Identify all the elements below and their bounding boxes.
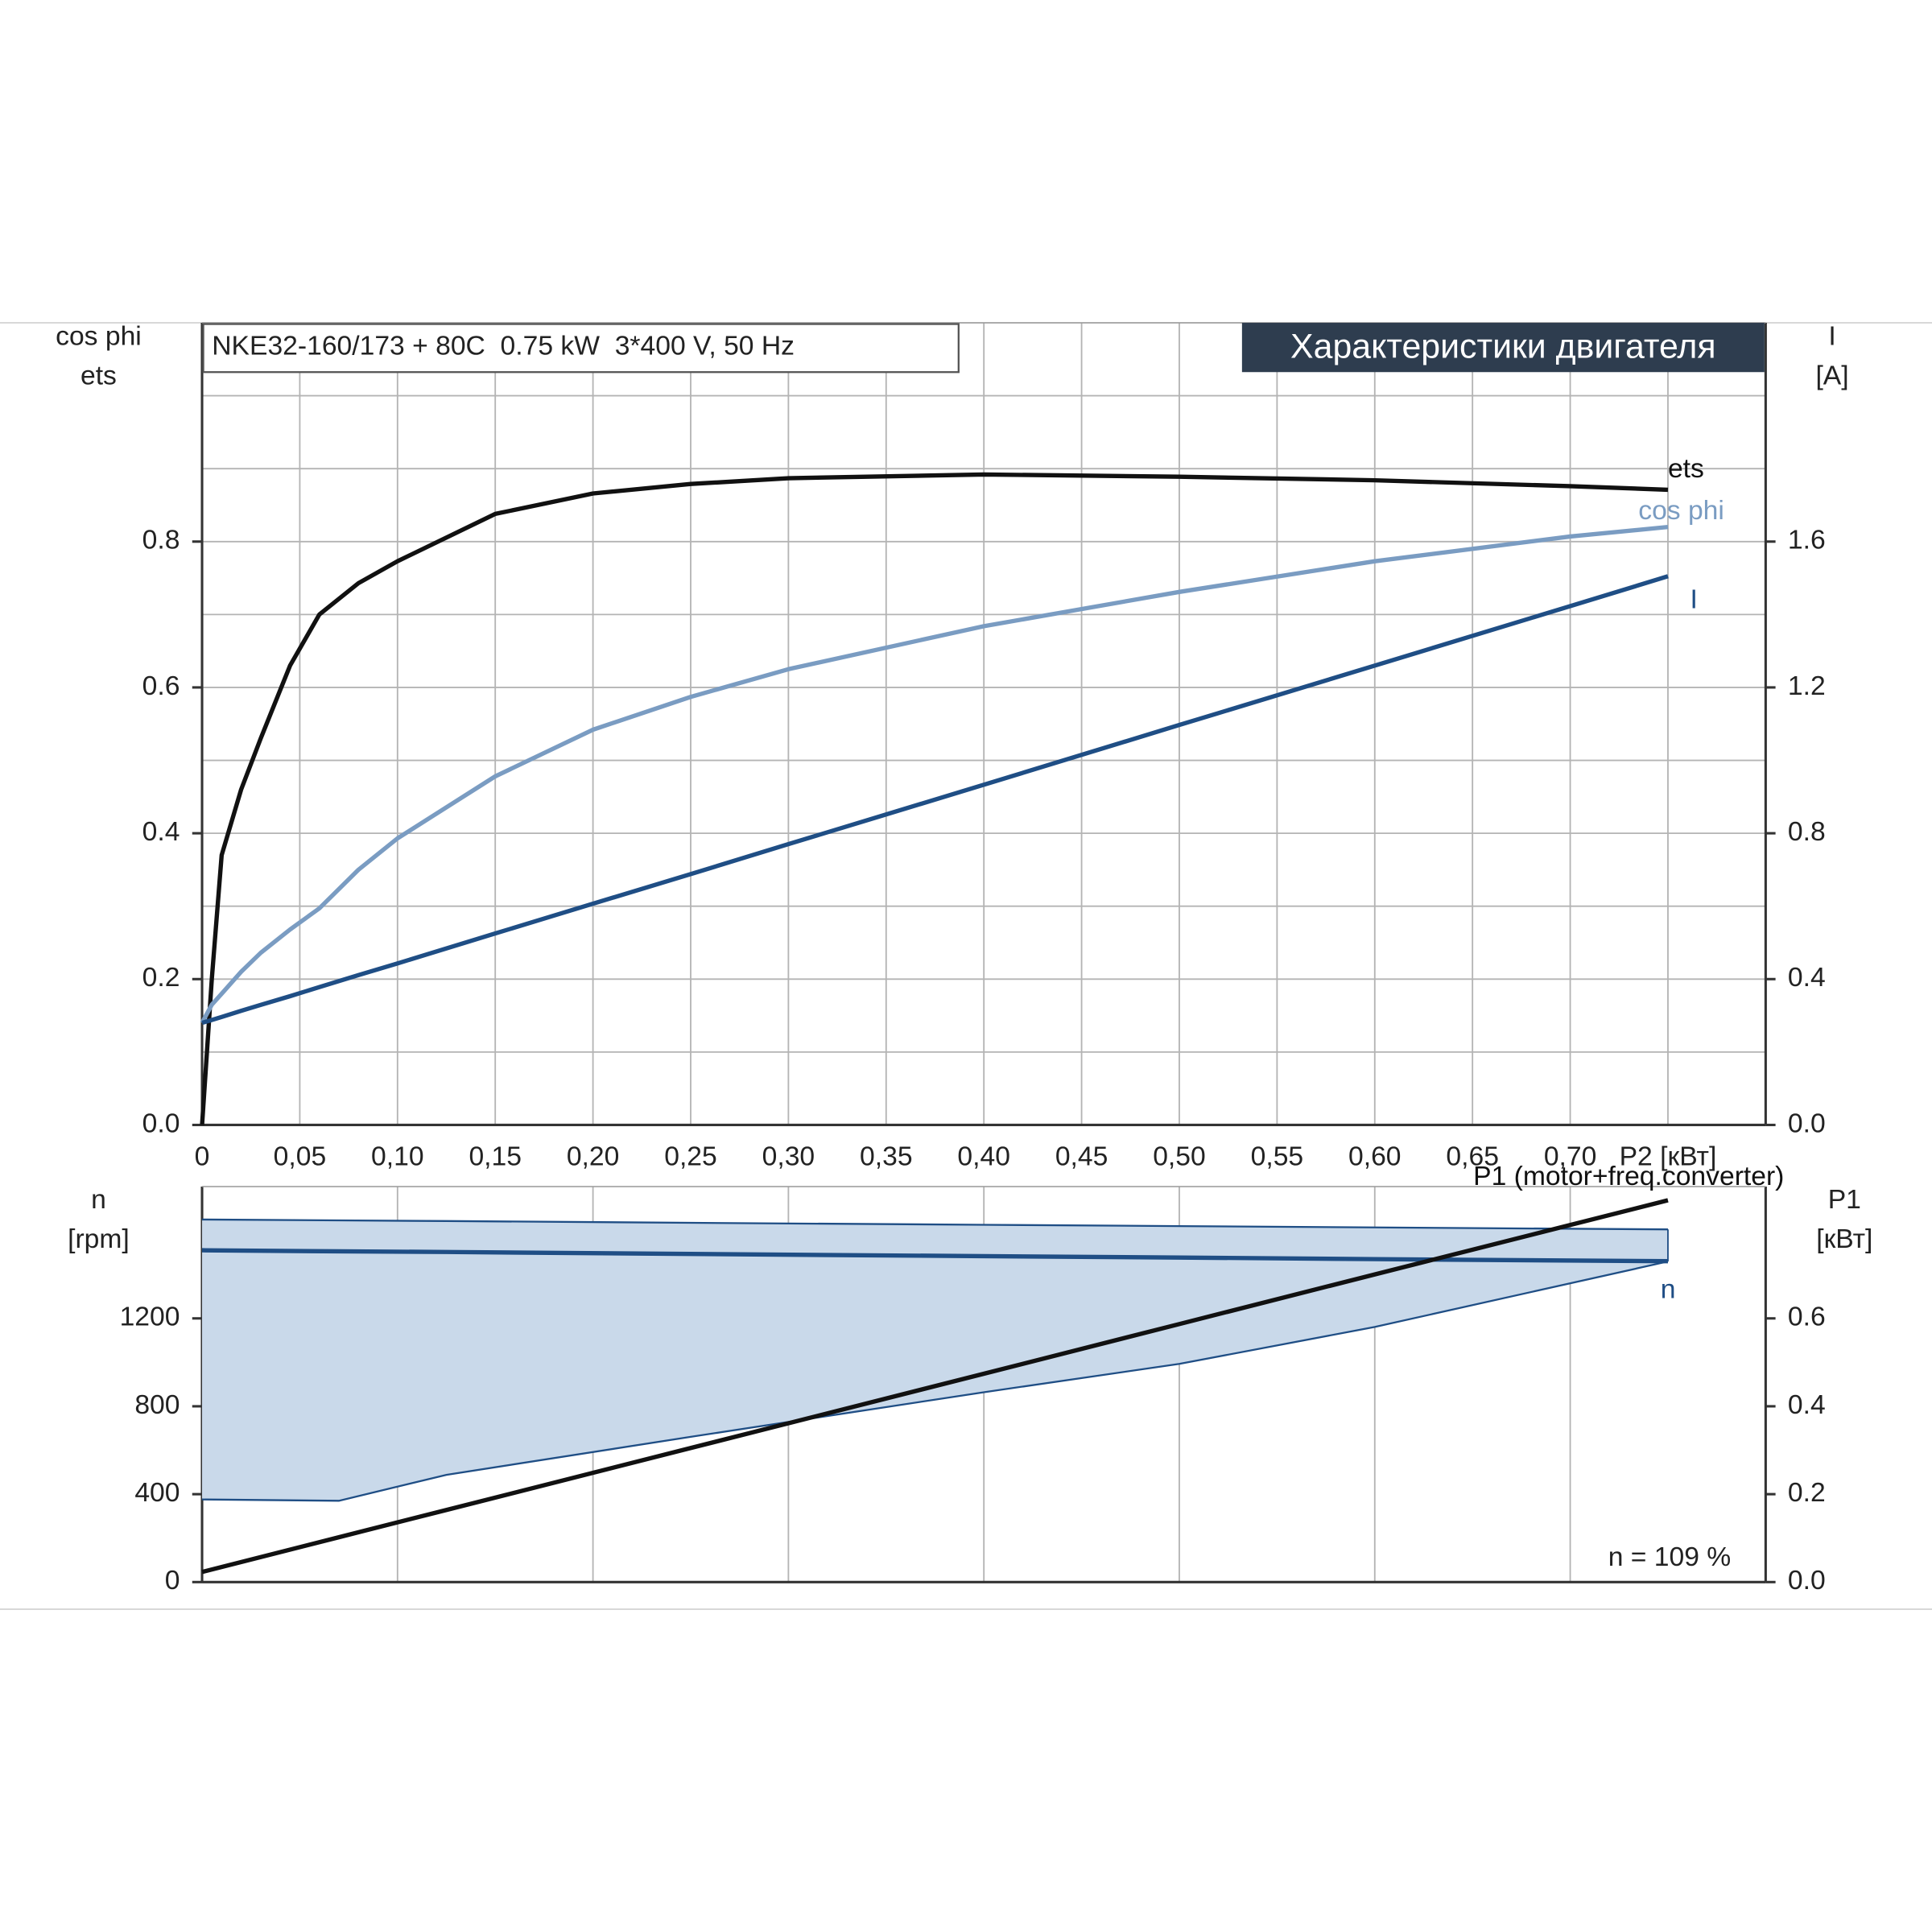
y-tick-label: 1200 — [120, 1302, 180, 1332]
y2-tick-label: 0.4 — [1788, 963, 1826, 993]
y2-tick-label: 0.2 — [1788, 1478, 1826, 1508]
annotation-box — [1583, 1538, 1764, 1580]
chart-title: Характеристики двигателя — [1290, 327, 1716, 365]
annotation: n = 109 % — [1608, 1542, 1732, 1572]
x-tick-label: 0,30 — [762, 1142, 815, 1172]
y2-tick-label: 0.0 — [1788, 1566, 1826, 1596]
y-tick-label: 0.2 — [142, 963, 180, 993]
y2-axis-label: [кВт] — [1816, 1224, 1872, 1254]
y2-tick-label: 0.6 — [1788, 1302, 1826, 1332]
y2-axis-label: I — [1828, 321, 1835, 351]
x-tick-label: P2 [кВт] — [1620, 1142, 1717, 1172]
x-tick-label: 0,50 — [1153, 1142, 1206, 1172]
y-tick-label: 400 — [134, 1478, 180, 1508]
x-tick-label: 0,20 — [567, 1142, 620, 1172]
y-tick-label: 0 — [165, 1566, 180, 1596]
plot-layer: 0 0,05 0,10 0,15 0,20 0,25 0,30 0,35 0,40 0,45 0,5… — [120, 322, 1826, 1596]
x-tick-label: 0,05 — [274, 1142, 327, 1172]
series-line — [200, 524, 1669, 1024]
y2-tick-label: 0.0 — [1788, 1108, 1826, 1138]
series-label: n — [1661, 1274, 1676, 1304]
x-tick-label: 0 — [195, 1142, 210, 1172]
y-axis-label: n — [91, 1185, 106, 1215]
y-axis-label: cos phi — [56, 321, 142, 351]
y-tick-label: 0.4 — [142, 817, 180, 847]
y-tick-label: 0.8 — [142, 526, 180, 555]
x-tick-label: 0,35 — [860, 1142, 913, 1172]
x-tick-label: 0,15 — [469, 1142, 522, 1172]
title-box — [1241, 323, 1765, 373]
y2-tick-label: 0.4 — [1788, 1390, 1826, 1420]
series-label: I — [1690, 584, 1698, 614]
y-tick-label: 0.0 — [142, 1108, 180, 1138]
speed-range-lower — [202, 1260, 1669, 1502]
x-tick-label: 0,55 — [1251, 1142, 1304, 1172]
y2-axis-label: P1 — [1828, 1185, 1861, 1215]
y2-tick-label: 0.8 — [1788, 817, 1826, 847]
speed-range-upper — [202, 1218, 1668, 1231]
x-tick-label: 0,65 — [1446, 1142, 1499, 1172]
series-label: P1 (motor+freq.converter) — [1473, 1162, 1784, 1191]
y-axis-label: ets — [80, 361, 117, 390]
x-tick-label: 0,45 — [1055, 1142, 1108, 1172]
series-label: ets — [1668, 454, 1704, 484]
series-line — [201, 1198, 1669, 1575]
series-line — [200, 472, 1669, 1125]
x-tick-label: 0,25 — [664, 1142, 717, 1172]
y-tick-label: 0.6 — [142, 671, 180, 701]
y-axis-label: [rpm] — [68, 1224, 130, 1254]
y2-axis-label: [A] — [1815, 361, 1848, 390]
speed-range-area — [202, 1219, 1668, 1501]
x-tick-label: 0,40 — [957, 1142, 1010, 1172]
series-line — [201, 1248, 1669, 1264]
chart-subtitle: NKE32-160/173 + 80C 0.75 kW 3*400 V, 50 … — [212, 332, 795, 361]
y-tick-label: 800 — [134, 1390, 180, 1420]
x-tick-label: 0,60 — [1348, 1142, 1402, 1172]
y2-tick-label: 1.6 — [1788, 526, 1826, 555]
y2-tick-label: 1.2 — [1788, 671, 1826, 701]
series-line — [201, 574, 1669, 1026]
x-tick-label: 0,70 — [1544, 1142, 1597, 1172]
info-box — [202, 323, 960, 374]
x-tick-label: 0,10 — [371, 1142, 424, 1172]
series-label: cos phi — [1638, 496, 1724, 526]
